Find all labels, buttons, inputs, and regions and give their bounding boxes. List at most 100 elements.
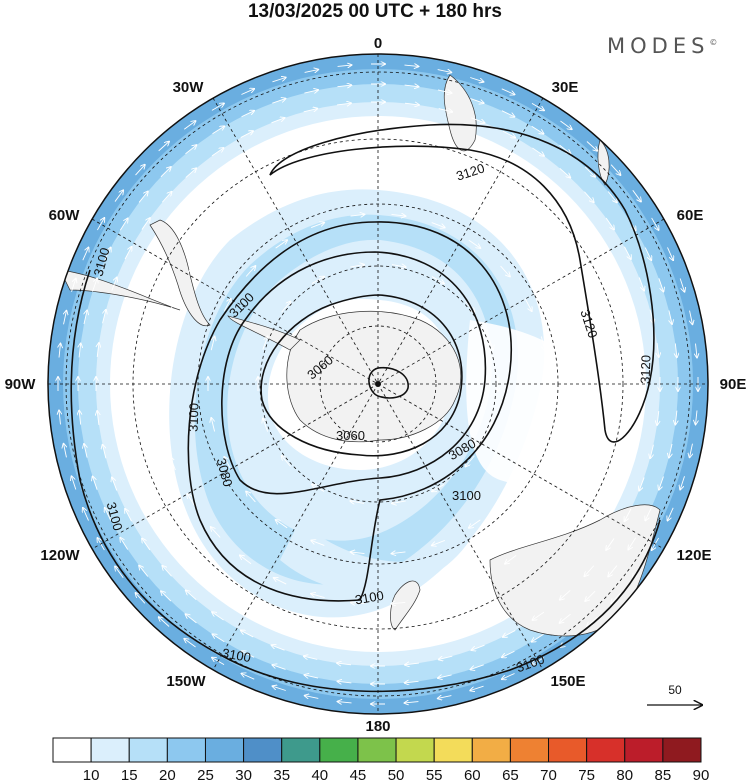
wind-vector-arrow <box>337 85 351 87</box>
wind-vector-arrow <box>64 311 67 325</box>
wind-vector-arrow <box>624 246 631 259</box>
wind-vector-arrow <box>311 540 325 546</box>
antarctica-landmass <box>286 310 462 443</box>
colorbar-tick-label: 50 <box>388 767 405 782</box>
wind-vector-arrow <box>391 265 406 267</box>
wind-vector-arrow <box>272 99 285 104</box>
wind-vector-arrow <box>585 590 596 601</box>
wind-vector-arrow <box>669 310 672 324</box>
wind-vector-arrow <box>240 131 253 138</box>
wind-vector-arrow <box>540 336 544 351</box>
colorbar-swatch <box>52 737 92 763</box>
wind-vector-arrow <box>559 167 570 177</box>
wind-vector-arrow <box>392 552 406 554</box>
wind-vector-arrow <box>501 491 511 501</box>
colorbar-swatch <box>548 737 588 763</box>
colorbar-tick-label: 75 <box>578 767 595 782</box>
wind-vector-arrow <box>350 265 364 267</box>
wind-vector-arrow <box>119 218 127 231</box>
wind-vector-arrow <box>245 266 255 277</box>
wind-vector-arrow <box>337 65 352 66</box>
new-zealand-landmass <box>390 580 421 631</box>
south-pole-marker <box>375 381 381 387</box>
contour-3120 <box>269 123 655 443</box>
wind-vector-arrow <box>102 310 106 324</box>
colorbar-tick-label: 90 <box>693 767 710 782</box>
wind-vector-arrow <box>438 108 453 112</box>
wind-vector-arrow <box>79 411 81 425</box>
colorbar-tick-label: 45 <box>350 767 367 782</box>
wind-vector-arrow <box>638 277 644 290</box>
wind-vector-arrow <box>337 103 351 105</box>
wind-vector-arrow <box>111 277 117 291</box>
colorbar-swatch <box>166 737 206 763</box>
contour-labels: 3120 3120 3120 3100 3100 3100 3100 3100 … <box>91 160 654 675</box>
wind-vector-arrow <box>337 663 352 665</box>
wind-vector-arrow <box>241 89 254 95</box>
wind-vector-arrow <box>536 526 546 537</box>
wind-vector-arrow <box>303 109 318 113</box>
wind-vector-arrow <box>304 675 319 678</box>
colorbar-swatch <box>90 737 130 763</box>
lon-label-150w: 150W <box>166 673 206 690</box>
wind-vector-arrow <box>304 90 318 93</box>
wind-vector-arrow <box>82 247 89 261</box>
wind-vector-arrow <box>211 418 216 432</box>
wind-vector-arrow <box>338 702 352 703</box>
wind-vector-arrow <box>471 644 485 650</box>
vector-reference: 50 <box>647 683 702 705</box>
wind-vector-arrow <box>351 602 365 603</box>
wind-vector-arrow <box>505 554 517 563</box>
wind-vector-arrow <box>391 164 405 165</box>
wind-vector-arrow <box>675 343 677 357</box>
wind-vector-arrow <box>159 617 170 627</box>
wind-vector-arrow <box>281 302 291 313</box>
lon-label-30w: 30W <box>173 79 205 96</box>
wind-vector-arrow <box>690 310 693 325</box>
wind-vector-arrow <box>186 262 194 275</box>
wind-vector-arrow <box>350 501 365 503</box>
wind-vector-arrow <box>262 336 268 350</box>
wind-vector-arrow <box>405 663 419 665</box>
lon-label-180: 180 <box>365 718 390 735</box>
wind-vector-arrow <box>431 222 445 228</box>
wind-vector-arrow <box>438 675 452 678</box>
wind-vector-arrow <box>610 164 620 175</box>
wind-vector-arrow <box>104 248 111 261</box>
wind-vector-arrow <box>611 592 621 603</box>
wind-vector-arrow <box>115 566 124 579</box>
wind-vector-arrow <box>124 247 132 260</box>
wind-vector-arrow <box>501 110 515 117</box>
lon-label-0: 0 <box>374 35 382 52</box>
colorbar-swatch <box>281 737 321 763</box>
wind-vector-arrow <box>690 443 693 458</box>
wind-vector-arrow <box>224 457 232 470</box>
contour-label: 3100 <box>185 403 201 432</box>
wind-vector-arrow <box>657 343 659 357</box>
wind-vector-arrow <box>169 298 175 312</box>
wind-vector-arrow <box>71 278 75 292</box>
colorbar-swatch <box>471 737 511 763</box>
wind-vector-arrow <box>524 298 532 311</box>
wind-vector-arrow <box>541 417 546 432</box>
wind-vector-arrow <box>274 578 287 585</box>
wind-vector-arrow <box>645 507 652 521</box>
wind-vector-arrow <box>311 223 324 228</box>
contour-label: 3100 <box>452 488 481 503</box>
wind-vector-arrow <box>125 509 132 522</box>
wind-vector-arrow <box>502 650 515 657</box>
wind-vector-arrow <box>560 261 568 274</box>
wind-vector-arrow <box>241 630 254 638</box>
wind-vector-arrow <box>59 410 60 425</box>
wind-vector-arrow <box>431 170 444 174</box>
wind-vector-arrow <box>103 445 107 459</box>
wind-vector-arrow <box>624 508 632 521</box>
wind-vector-arrow <box>584 166 595 177</box>
wind-vector-arrow <box>96 218 104 231</box>
wind-vector-arrow <box>391 602 406 603</box>
colorbar-swatch <box>128 737 168 763</box>
wind-vector-arrow <box>532 147 544 156</box>
wind-vector-arrow <box>161 591 172 602</box>
contour-3100-outer <box>70 269 661 693</box>
